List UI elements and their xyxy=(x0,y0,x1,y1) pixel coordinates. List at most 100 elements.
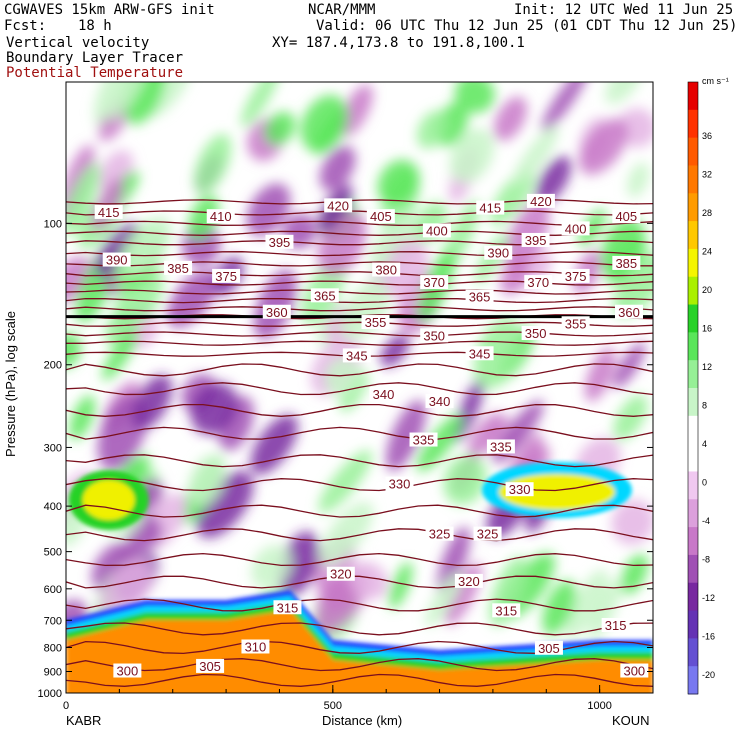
theta-label-bg xyxy=(212,268,241,283)
field-boundary-layer-tracer: Boundary Layer Tracer xyxy=(6,50,184,66)
y-tick-label: 100 xyxy=(44,218,62,230)
colorbar-swatch xyxy=(688,109,698,139)
velocity-cell xyxy=(384,240,429,299)
colorbar-label: 28 xyxy=(702,208,712,218)
theta-contour-line xyxy=(66,261,653,267)
theta-label-bg xyxy=(505,482,534,497)
theta-label: 395 xyxy=(269,235,291,250)
velocity-cell xyxy=(425,572,463,627)
velocity-cell xyxy=(613,252,653,317)
theta-label: 385 xyxy=(167,261,189,276)
theta-contour-line xyxy=(66,403,653,417)
theta-label: 335 xyxy=(413,433,435,448)
field-potential-temperature: Potential Temperature xyxy=(6,65,184,81)
colorbar-label: 32 xyxy=(702,170,712,180)
theta-label-bg xyxy=(265,234,294,249)
theta-contour-line xyxy=(66,658,653,672)
colorbar-swatch xyxy=(688,221,698,250)
theta-label: 405 xyxy=(615,209,637,224)
x-axis-label: Distance (km) xyxy=(322,713,403,728)
velocity-cell xyxy=(122,82,167,125)
theta-label-bg xyxy=(476,200,505,215)
velocity-cell xyxy=(385,400,426,472)
y-tick-label: 300 xyxy=(44,442,62,454)
velocity-cell xyxy=(188,454,226,506)
y-axis-label: Pressure (hPa), log scale xyxy=(2,311,18,457)
theta-contour-line xyxy=(66,528,653,542)
theta-label: 305 xyxy=(199,659,221,674)
velocity-cell xyxy=(193,133,232,195)
theta-label-bg xyxy=(620,663,649,678)
theta-label: 345 xyxy=(469,346,491,361)
theta-label-bg xyxy=(366,209,395,224)
theta-label: 390 xyxy=(487,246,509,261)
theta-label-bg xyxy=(454,573,483,588)
colorbar-units: cm s⁻¹ xyxy=(702,76,729,86)
theta-contour-line xyxy=(66,363,653,377)
theta-label: 420 xyxy=(530,194,552,209)
theta-label: 315 xyxy=(277,600,299,615)
theta-contour-line xyxy=(66,230,653,236)
theta-label-bg xyxy=(492,603,521,618)
plot-area: 415 410 420 405 415 420 400 405 390 385 375 395 400 3… xyxy=(66,82,653,693)
init-time: Init: 12 UTC Wed 11 Jun 25 xyxy=(514,2,734,18)
colorbar-swatch xyxy=(688,304,698,333)
right-endpoint-station: KOUN xyxy=(612,713,650,728)
velocity-cell xyxy=(300,95,349,153)
colorbar-swatch xyxy=(688,499,698,528)
theta-label-bg xyxy=(561,268,590,283)
theta-contour-line xyxy=(66,199,653,205)
theta-label-bg xyxy=(524,275,553,290)
y-tick-label: 700 xyxy=(44,615,62,627)
theta-label-bg xyxy=(534,640,563,655)
theta-label-bg xyxy=(601,617,630,632)
theta-label: 335 xyxy=(490,439,512,454)
plot-frame xyxy=(65,81,654,694)
x-tick-label: 500 xyxy=(324,700,342,712)
theta-label-bg xyxy=(465,346,494,361)
velocity-cell xyxy=(339,84,373,137)
velocity-cell xyxy=(605,82,643,104)
colorbar-swatch xyxy=(688,248,698,278)
theta-label-bg xyxy=(262,304,291,319)
velocity-cell xyxy=(611,499,653,545)
theta-contour-line xyxy=(66,220,653,226)
theta-label: 340 xyxy=(373,387,395,402)
velocity-cell xyxy=(535,156,572,205)
velocity-cell xyxy=(500,255,529,295)
colorbar-label: 0 xyxy=(702,478,707,488)
colorbar-swatch xyxy=(688,332,698,361)
theta-contour-line xyxy=(66,289,653,295)
theta-label: 355 xyxy=(365,315,387,330)
theta-contour-line xyxy=(66,306,653,312)
theta-label-bg xyxy=(422,223,451,238)
theta-label-bg xyxy=(326,566,355,581)
colorbar: cm s⁻¹ 36 32 28 24 20 16 12 8 4 0 -4 -8 -12 -16 -20 xyxy=(687,76,729,695)
theta-label-bg xyxy=(310,288,339,303)
theta-label-bg xyxy=(420,328,449,343)
colorbar-swatch xyxy=(688,554,698,584)
theta-contour-line xyxy=(66,251,653,257)
theta-contour-line xyxy=(66,454,653,468)
theta-label-bg xyxy=(465,289,494,304)
theta-label-bg xyxy=(206,209,235,224)
theta-label-bg xyxy=(526,193,555,208)
theta-label: 365 xyxy=(469,290,491,305)
colorbar-swatch xyxy=(688,443,698,472)
theta-label: 370 xyxy=(527,275,549,290)
theta-label: 365 xyxy=(314,288,336,303)
x-tick-label: 1000 xyxy=(587,700,611,712)
colorbar-swatch xyxy=(688,193,698,222)
theta-contour-line xyxy=(66,240,653,246)
velocity-cell xyxy=(584,347,616,402)
velocity-cell xyxy=(541,82,588,132)
colorbar-label: -20 xyxy=(702,670,715,680)
colorbar-swatch xyxy=(688,276,698,306)
theta-label: 420 xyxy=(327,198,349,213)
velocity-cell xyxy=(317,574,354,613)
theta-label: 360 xyxy=(618,305,640,320)
y-tick-label: 900 xyxy=(44,667,62,679)
colorbar-swatch xyxy=(688,582,698,612)
